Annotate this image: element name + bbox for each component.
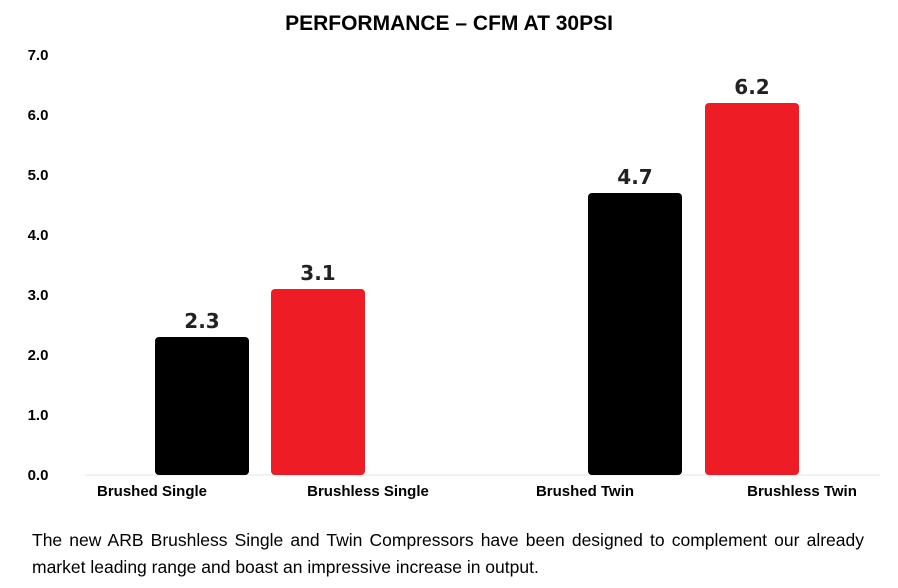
x-tick-label: Brushless Single xyxy=(307,483,429,500)
x-tick-label: Brushed Twin xyxy=(536,483,634,500)
value-labels: 2.3 3.1 4.7 6.2 xyxy=(184,75,769,333)
y-tick-label: 1.0 xyxy=(28,407,49,424)
x-tick-label: Brushless Twin xyxy=(747,483,857,500)
bar-brushed-single xyxy=(155,337,249,475)
data-label: 6.2 xyxy=(734,75,769,99)
y-tick-label: 4.0 xyxy=(28,227,49,244)
bar-brushed-twin xyxy=(588,193,682,475)
y-tick-label: 3.0 xyxy=(28,287,49,304)
category-labels: Brushed Single Brushless Single Brushed Tw… xyxy=(97,483,857,500)
y-tick-label: 5.0 xyxy=(28,167,49,184)
data-label: 2.3 xyxy=(184,309,219,333)
bar-brushless-single xyxy=(271,289,365,475)
chart-caption: The new ARB Brushless Single and Twin Co… xyxy=(32,530,864,577)
data-label: 3.1 xyxy=(300,261,335,285)
y-tick-label: 0.0 xyxy=(28,467,49,484)
y-tick-label: 2.0 xyxy=(28,347,49,364)
chart-title: PERFORMANCE – CFM AT 30PSI xyxy=(285,12,613,35)
y-tick-label: 7.0 xyxy=(28,47,49,64)
y-tick-label: 6.0 xyxy=(28,107,49,124)
x-tick-label: Brushed Single xyxy=(97,483,207,500)
data-label: 4.7 xyxy=(617,165,652,189)
bars xyxy=(155,103,799,475)
bar-brushless-twin xyxy=(705,103,799,475)
bar-chart: 0.0 1.0 2.0 3.0 4.0 5.0 6.0 7.0 2.3 3.1 4.7 6.2 Br… xyxy=(28,47,880,500)
y-axis-ticks: 0.0 1.0 2.0 3.0 4.0 5.0 6.0 7.0 xyxy=(28,47,49,484)
